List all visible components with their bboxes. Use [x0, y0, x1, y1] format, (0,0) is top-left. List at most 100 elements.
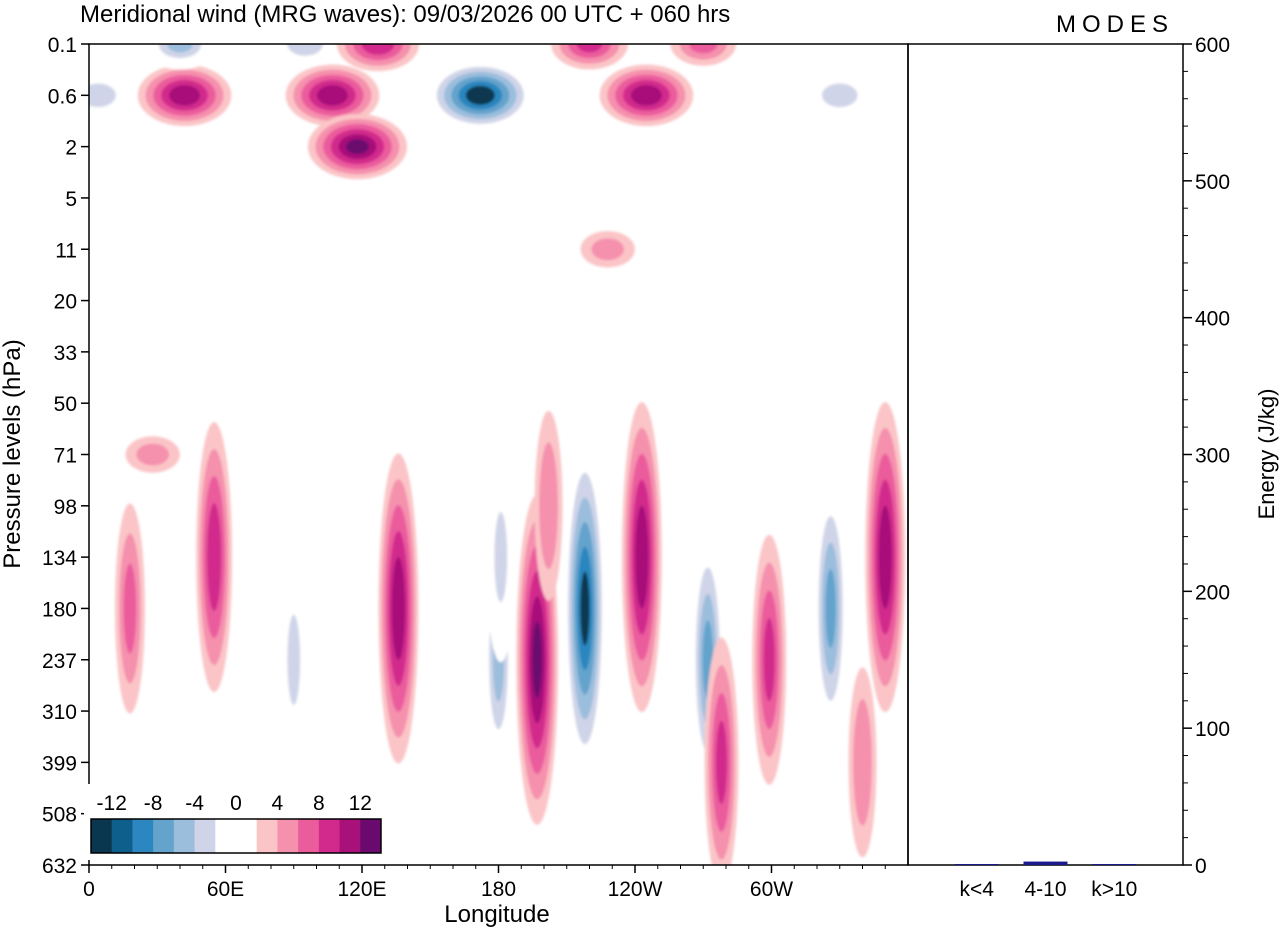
y-tick-label: 5	[65, 188, 77, 211]
wind-feature	[269, 44, 341, 68]
wind-feature	[704, 637, 739, 865]
wind-feature	[848, 667, 877, 858]
colorbar-swatch	[339, 819, 361, 853]
y-axis-label: Pressure levels (hPa)	[0, 339, 26, 568]
colorbar: -12 -8 -4 0 4 8 12	[84, 784, 387, 860]
wind-feature	[235, 386, 285, 420]
wind-feature	[797, 438, 846, 471]
wind-features	[89, 44, 906, 865]
energy-tick-label: 600	[1195, 34, 1230, 57]
wind-feature	[422, 57, 539, 134]
x-tick-label: 60W	[750, 878, 793, 901]
wind-feature	[125, 436, 180, 473]
x-tick-label: 0	[83, 878, 95, 901]
energy-tick-label: 400	[1195, 308, 1230, 331]
wind-feature	[865, 402, 906, 713]
colorbar-label: -8	[144, 792, 163, 815]
colorbar-swatch	[277, 819, 299, 853]
y-axis: 0.1 0.6 2 5 11 20 33 50 71 98 134 180 237 310 399 508 63…	[42, 34, 89, 878]
wind-feature	[599, 64, 694, 127]
y-tick-label: 399	[42, 752, 77, 775]
colorbar-swatch	[318, 819, 341, 853]
wind-contour	[391, 556, 406, 661]
wind-contour	[763, 618, 775, 702]
colorbar-swatch	[215, 819, 237, 853]
wind-feature	[285, 64, 380, 127]
wind-contour	[168, 85, 201, 106]
energy-category-label: k<4	[960, 878, 995, 901]
energy-bars: k<4 4-10 k>10	[954, 861, 1137, 901]
wind-contour	[878, 505, 892, 609]
y-tick-label: 508	[42, 804, 77, 827]
energy-axis: 0 100 200 300 400 500 600	[1183, 34, 1230, 878]
wind-feature	[621, 402, 662, 713]
wind-contour	[580, 571, 590, 646]
energy-axis-label: Energy (J/kg)	[1254, 389, 1279, 520]
wind-contour	[152, 545, 172, 672]
wind-contour	[494, 512, 508, 603]
colorbar-label: -4	[185, 792, 204, 815]
wind-feature	[561, 423, 608, 794]
wind-contour	[316, 85, 349, 106]
wind-contour	[327, 238, 361, 261]
wind-contour	[717, 184, 758, 212]
wind-feature	[196, 422, 233, 693]
colorbar-label: -12	[97, 792, 127, 815]
chart-title: Meridional wind (MRG waves): 09/03/2026 …	[80, 1, 730, 28]
wind-feature	[580, 231, 635, 268]
y-tick-label: 98	[54, 496, 77, 519]
y-tick-label: 180	[42, 598, 77, 621]
x-tick-label: 180	[481, 878, 516, 901]
wind-contour	[821, 83, 858, 108]
wind-feature	[791, 667, 820, 858]
logo: MODES	[1056, 11, 1174, 38]
wind-feature	[378, 453, 419, 764]
wind-feature	[804, 71, 876, 119]
x-axis: 0 60E 120E 180 120W 60W	[83, 865, 886, 901]
energy-tick-label: 200	[1195, 581, 1230, 604]
wind-contour	[235, 386, 285, 420]
wind-contour	[689, 44, 718, 54]
wind-contour	[539, 442, 558, 570]
wind-contour	[89, 83, 116, 108]
y-tick-label: 237	[42, 650, 77, 673]
colorbar-swatch	[298, 819, 320, 853]
wind-feature	[89, 71, 134, 119]
wind-contour	[123, 563, 137, 654]
x-tick-label: 60E	[207, 878, 244, 901]
y-tick-label: 71	[54, 445, 77, 468]
energy-bar-4-10	[1023, 861, 1068, 865]
x-tick-label: 120E	[337, 878, 386, 901]
wind-feature	[570, 177, 631, 218]
wind-contour	[576, 44, 603, 53]
wind-contour	[635, 505, 649, 609]
wind-contour	[287, 44, 323, 56]
wind-feature	[551, 44, 628, 70]
wind-feature	[485, 452, 516, 663]
wind-contour	[465, 85, 495, 105]
colorbar-swatch	[132, 819, 154, 853]
colorbar-swatch	[91, 819, 113, 853]
wind-contour	[715, 720, 728, 805]
wind-contour	[630, 85, 662, 106]
y-tick-label: 2	[65, 137, 77, 160]
y-tick-label: 310	[42, 701, 77, 724]
wind-contour	[580, 184, 621, 212]
energy-tick-label: 0	[1195, 855, 1207, 878]
colorbar-swatch	[194, 819, 216, 853]
y-tick-label: 632	[42, 855, 77, 878]
energy-tick-label: 300	[1195, 445, 1230, 468]
wind-feature	[707, 177, 768, 218]
wind-feature	[670, 44, 737, 66]
energy-panel-frame	[907, 43, 1184, 866]
wind-feature	[141, 44, 219, 70]
y-tick-label: 33	[54, 342, 77, 365]
colorbar-swatch	[256, 819, 278, 853]
colorbar-label: 12	[349, 792, 372, 815]
energy-bar-k-10	[1092, 864, 1137, 865]
y-tick-label: 0.1	[48, 34, 77, 57]
energy-category-label: k>10	[1091, 878, 1137, 901]
wind-feature	[278, 554, 309, 765]
wind-contour	[346, 139, 369, 155]
